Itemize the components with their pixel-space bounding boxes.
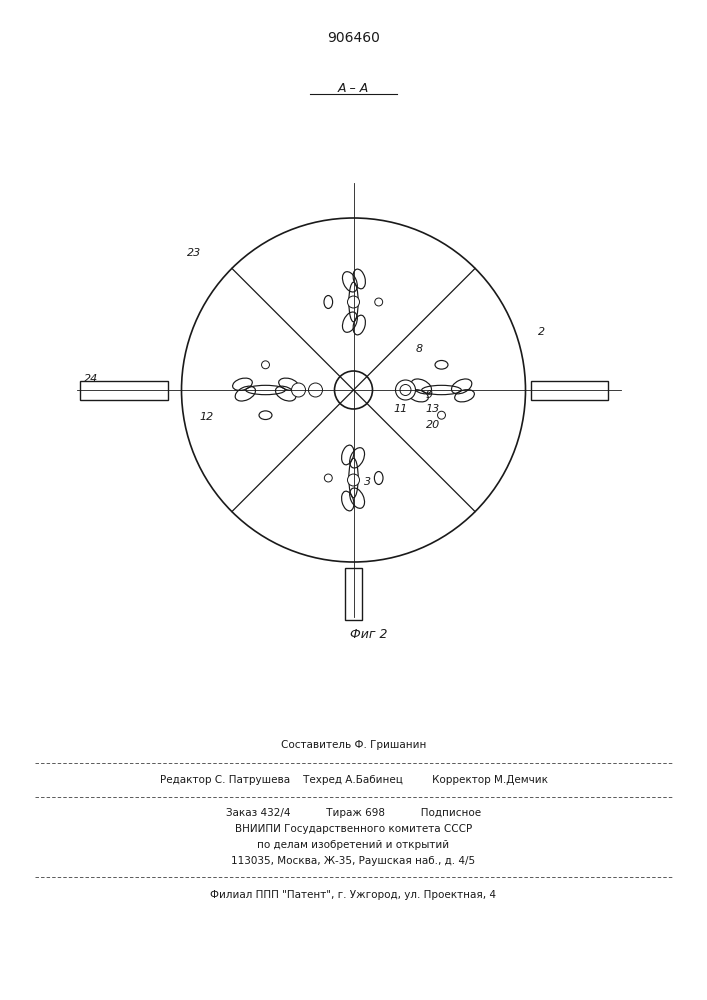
FancyBboxPatch shape bbox=[345, 568, 362, 620]
Text: 8: 8 bbox=[416, 344, 423, 354]
Text: 11: 11 bbox=[394, 404, 408, 414]
Text: ВНИИПИ Государственного комитета СССР: ВНИИПИ Государственного комитета СССР bbox=[235, 824, 472, 834]
Text: Составитель Ф. Гришанин: Составитель Ф. Гришанин bbox=[281, 740, 426, 750]
Text: A – A: A – A bbox=[338, 82, 369, 95]
Circle shape bbox=[348, 296, 359, 308]
Text: по делам изобретений и открытий: по делам изобретений и открытий bbox=[257, 840, 450, 850]
Text: 23: 23 bbox=[187, 248, 201, 258]
Text: 20: 20 bbox=[426, 420, 440, 430]
Circle shape bbox=[438, 411, 445, 419]
Text: 906460: 906460 bbox=[327, 31, 380, 45]
Circle shape bbox=[325, 474, 332, 482]
FancyBboxPatch shape bbox=[79, 380, 168, 399]
Circle shape bbox=[262, 361, 269, 369]
Circle shape bbox=[375, 298, 382, 306]
Text: Заказ 432/4           Тираж 698           Подписное: Заказ 432/4 Тираж 698 Подписное bbox=[226, 808, 481, 818]
Circle shape bbox=[348, 474, 359, 486]
Text: Редактор С. Патрушева    Техред А.Бабинец         Корректор М.Демчик: Редактор С. Патрушева Техред А.Бабинец К… bbox=[160, 775, 547, 785]
Circle shape bbox=[400, 384, 411, 395]
Text: 24: 24 bbox=[83, 374, 98, 384]
Circle shape bbox=[395, 380, 416, 400]
Text: Фиг 2: Фиг 2 bbox=[350, 628, 387, 641]
Circle shape bbox=[308, 383, 322, 397]
Text: 2: 2 bbox=[537, 327, 544, 337]
Text: Филиал ППП "Патент", г. Ужгород, ул. Проектная, 4: Филиал ППП "Патент", г. Ужгород, ул. Про… bbox=[211, 890, 496, 900]
Text: 12: 12 bbox=[199, 412, 214, 422]
Circle shape bbox=[334, 371, 373, 409]
FancyBboxPatch shape bbox=[531, 380, 607, 399]
Text: 3: 3 bbox=[363, 477, 370, 487]
Circle shape bbox=[291, 383, 305, 397]
Text: 9: 9 bbox=[426, 390, 433, 400]
Text: 13: 13 bbox=[426, 404, 440, 414]
Text: 113035, Москва, Ж-35, Раушская наб., д. 4/5: 113035, Москва, Ж-35, Раушская наб., д. … bbox=[231, 856, 476, 866]
